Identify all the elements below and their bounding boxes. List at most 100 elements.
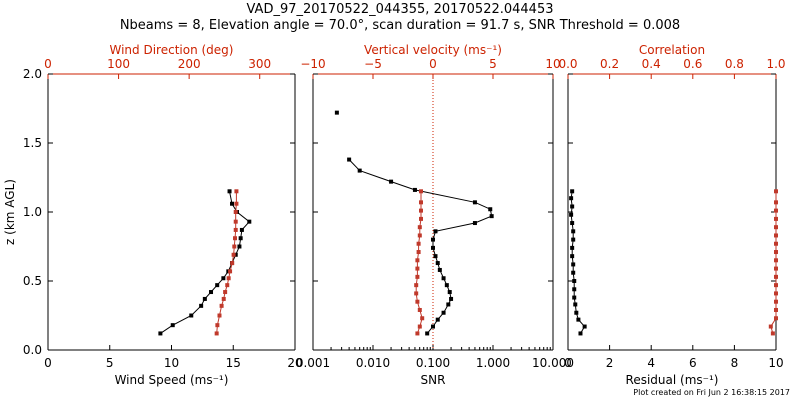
data-point bbox=[774, 241, 778, 246]
data-point bbox=[230, 201, 235, 206]
data-point bbox=[574, 310, 579, 315]
data-point bbox=[435, 261, 440, 266]
bottom-axis-label: Wind Speed (ms⁻¹) bbox=[115, 373, 229, 387]
bottom-tick-label: 10 bbox=[768, 356, 783, 370]
bottom-tick-label: 20 bbox=[287, 356, 302, 370]
data-point bbox=[578, 331, 583, 336]
data-point bbox=[569, 196, 574, 201]
data-point bbox=[774, 291, 778, 296]
data-point bbox=[774, 299, 778, 304]
data-point bbox=[215, 323, 220, 328]
data-point bbox=[573, 302, 578, 307]
data-point bbox=[570, 254, 575, 259]
data-point bbox=[447, 290, 452, 295]
data-point bbox=[247, 219, 252, 224]
data-point bbox=[419, 216, 423, 221]
snr-vertical-velocity-panel: 0.001 0.010 0.100 1.000 10.000 SNR −10 −5 0 5 10 Ve… bbox=[296, 43, 574, 387]
data-point bbox=[774, 307, 778, 312]
y-tick-label: 1.5 bbox=[23, 136, 42, 150]
data-point bbox=[209, 290, 214, 295]
data-point bbox=[582, 324, 587, 329]
data-point bbox=[774, 283, 778, 288]
data-point bbox=[415, 258, 420, 263]
y-tick-label: 0.0 bbox=[23, 343, 42, 357]
data-point bbox=[417, 225, 422, 230]
data-point bbox=[420, 316, 425, 321]
data-point bbox=[446, 302, 451, 307]
data-point bbox=[233, 236, 238, 241]
top-tick-label: 0.2 bbox=[600, 57, 619, 71]
residual-correlation-panel: 0 2 4 6 8 10 Residual (ms⁻¹) 0.0 0.2 0.4 0.6 0.8 1.0… bbox=[558, 43, 785, 387]
data-point bbox=[774, 200, 778, 205]
data-point bbox=[214, 331, 219, 336]
data-point bbox=[231, 252, 236, 257]
plot-created-footer: Plot created on Fri Jun 2 16:38:15 2017 bbox=[633, 388, 790, 397]
bottom-tick-label: 4 bbox=[647, 356, 655, 370]
data-point bbox=[233, 252, 238, 257]
data-point bbox=[431, 245, 435, 250]
data-point bbox=[228, 269, 233, 274]
data-point bbox=[419, 200, 423, 205]
data-point bbox=[158, 331, 163, 336]
data-point bbox=[217, 313, 222, 318]
data-point bbox=[234, 201, 239, 206]
top-tick-label: 0 bbox=[44, 57, 52, 71]
data-point bbox=[233, 227, 238, 232]
data-point bbox=[415, 274, 420, 279]
data-point bbox=[571, 237, 576, 242]
top-tick-label: −10 bbox=[300, 57, 325, 71]
bottom-tick-label: 5 bbox=[106, 356, 114, 370]
data-point bbox=[237, 244, 242, 249]
top-tick-label: 5 bbox=[489, 57, 497, 71]
data-point bbox=[449, 296, 454, 301]
top-axis-label: Correlation bbox=[639, 43, 705, 57]
data-point bbox=[571, 229, 576, 234]
data-point bbox=[770, 331, 775, 336]
data-point bbox=[414, 283, 419, 288]
data-point bbox=[571, 270, 576, 275]
data-point bbox=[202, 296, 207, 301]
y-tick-label: 0.5 bbox=[23, 274, 42, 288]
data-point bbox=[576, 317, 581, 322]
bottom-tick-label: 0 bbox=[44, 356, 52, 370]
data-point bbox=[233, 219, 238, 224]
data-point bbox=[570, 221, 575, 226]
data-point bbox=[569, 212, 574, 217]
data-point bbox=[774, 189, 778, 194]
bottom-axis-label: Residual (ms⁻¹) bbox=[626, 373, 719, 387]
data-point bbox=[416, 250, 421, 255]
top-tick-label: 200 bbox=[178, 57, 201, 71]
data-point bbox=[357, 168, 362, 173]
data-point bbox=[774, 258, 778, 263]
data-point bbox=[774, 233, 778, 238]
bottom-tick-label: 8 bbox=[731, 356, 739, 370]
data-point bbox=[774, 216, 778, 221]
y-tick-label: 2.0 bbox=[23, 67, 42, 81]
data-point bbox=[570, 189, 575, 194]
data-point bbox=[774, 250, 778, 255]
data-point bbox=[334, 110, 339, 115]
top-tick-label: 0.8 bbox=[725, 57, 744, 71]
bottom-tick-label: 0.001 bbox=[296, 356, 330, 370]
data-point bbox=[419, 189, 423, 194]
top-tick-label: −5 bbox=[364, 57, 382, 71]
data-point bbox=[419, 208, 423, 213]
top-axis-label: Vertical velocity (ms⁻¹) bbox=[364, 43, 502, 57]
data-point bbox=[223, 290, 228, 295]
top-axis-label: Wind Direction (deg) bbox=[110, 43, 234, 57]
bottom-tick-label: 0.100 bbox=[416, 356, 450, 370]
bottom-tick-label: 10.000 bbox=[532, 356, 574, 370]
series-line bbox=[348, 159, 493, 334]
data-point bbox=[433, 229, 438, 234]
data-point bbox=[238, 236, 243, 241]
data-point bbox=[412, 187, 417, 192]
data-point bbox=[488, 207, 493, 212]
data-point bbox=[570, 204, 575, 209]
data-point bbox=[472, 200, 477, 205]
data-point bbox=[774, 208, 778, 213]
data-point bbox=[221, 276, 226, 281]
data-point bbox=[572, 279, 577, 283]
top-tick-label: 0.6 bbox=[683, 57, 702, 71]
data-point bbox=[774, 266, 778, 271]
data-point bbox=[234, 189, 239, 194]
